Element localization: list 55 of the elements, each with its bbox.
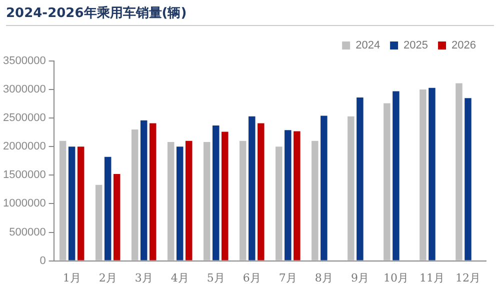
bar	[240, 140, 246, 260]
x-tick-label: 5月	[206, 271, 225, 284]
bar	[348, 116, 354, 260]
bar	[320, 116, 328, 260]
bar	[167, 142, 174, 260]
x-tick-label: 12月	[455, 271, 480, 284]
x-tick-label: 10月	[383, 271, 408, 284]
legend-label: 2025	[404, 40, 428, 52]
bar	[113, 174, 120, 260]
x-tick-label: 3月	[134, 271, 153, 284]
y-tick-label: 500000	[9, 226, 46, 238]
y-tick-label: 1500000	[2, 169, 46, 182]
x-tick-label: 8月	[314, 271, 333, 284]
bar	[392, 91, 400, 260]
x-tick-label: 1月	[62, 271, 81, 284]
bar	[420, 90, 426, 260]
y-tick-label: 1000000	[2, 198, 46, 210]
bar	[294, 131, 300, 260]
y-tick-label: 3500000	[2, 55, 46, 68]
bar	[186, 140, 192, 260]
bar	[276, 146, 282, 260]
chart-title: 2024-2026年乘用车销量(辆)	[6, 4, 494, 26]
bar	[428, 88, 436, 260]
bar	[248, 116, 256, 260]
bar	[59, 140, 66, 260]
x-tick-label: 6月	[242, 271, 261, 284]
bar	[95, 184, 102, 260]
x-tick-label: 7月	[278, 271, 297, 284]
legend-label: 2026	[452, 40, 476, 52]
x-tick-label: 2月	[98, 271, 117, 284]
x-tick-label: 4月	[170, 271, 189, 284]
bar	[140, 120, 148, 260]
y-tick-label: 3000000	[2, 84, 46, 96]
bar	[384, 103, 390, 260]
y-tick-label: 2500000	[2, 112, 46, 124]
y-tick-label: 2000000	[2, 140, 46, 153]
bar	[456, 83, 462, 260]
y-tick-label: 0	[40, 254, 46, 267]
x-tick-label: 11月	[419, 271, 444, 284]
bar	[312, 140, 318, 260]
bar	[204, 142, 210, 260]
bar	[131, 130, 138, 260]
bar	[77, 146, 84, 260]
bar	[258, 123, 264, 260]
bar	[176, 146, 184, 260]
bar	[464, 98, 472, 260]
bar	[222, 132, 228, 260]
bar	[356, 98, 364, 260]
x-tick-label: 9月	[350, 271, 369, 284]
bar	[284, 130, 292, 260]
bar	[104, 156, 112, 260]
bar	[212, 126, 220, 260]
bar	[149, 123, 156, 260]
legend-label: 2024	[356, 40, 380, 52]
bar	[68, 146, 76, 260]
